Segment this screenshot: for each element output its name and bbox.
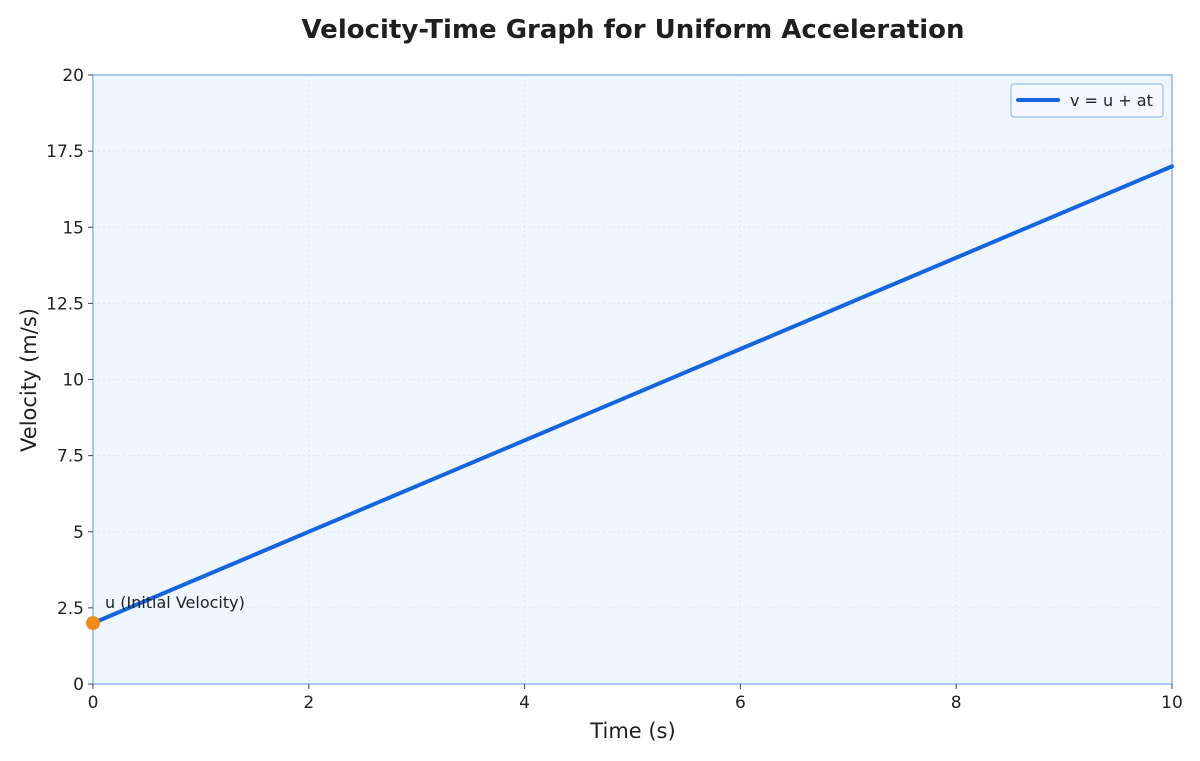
x-tick-label: 8	[951, 693, 962, 713]
x-tick-label: 0	[88, 693, 99, 713]
y-axis-label: Velocity (m/s)	[17, 308, 41, 452]
initial-velocity-marker	[86, 616, 100, 631]
y-tick-label: 5	[73, 523, 84, 543]
legend: v = u + at	[1010, 83, 1164, 118]
x-tick-label: 4	[519, 693, 530, 713]
x-axis-label: Time (s)	[589, 719, 675, 743]
y-tick-label: 2.5	[57, 599, 84, 619]
initial-velocity-label: u (Initial Velocity)	[105, 593, 245, 612]
chart-title: Velocity-Time Graph for Uniform Accelera…	[301, 15, 964, 45]
y-tick-label: 12.5	[46, 294, 84, 314]
y-tick-label: 15	[62, 218, 84, 238]
x-tick-label: 6	[735, 693, 746, 713]
x-tick-labels: 0 2 4 6 8 10	[88, 684, 1183, 713]
series-layer	[91, 164, 1174, 626]
series-line-1	[91, 164, 1174, 626]
legend-box	[1010, 83, 1164, 118]
y-tick-label: 0	[73, 675, 84, 695]
y-tick-label: 10	[62, 371, 84, 391]
x-tick-label: 10	[1161, 693, 1183, 713]
annotation-layer: u (Initial Velocity)	[86, 593, 245, 631]
y-tick-label: 17.5	[46, 142, 84, 162]
y-tick-labels: 0 2.5 5 7.5 10 12.5 15 17.5 20	[46, 66, 93, 695]
plot-area	[93, 75, 1172, 684]
x-tick-label: 2	[303, 693, 314, 713]
y-tick-label: 20	[62, 66, 84, 86]
y-tick-label: 7.5	[57, 447, 84, 467]
legend-label-series-1: v = u + at	[1070, 91, 1153, 110]
